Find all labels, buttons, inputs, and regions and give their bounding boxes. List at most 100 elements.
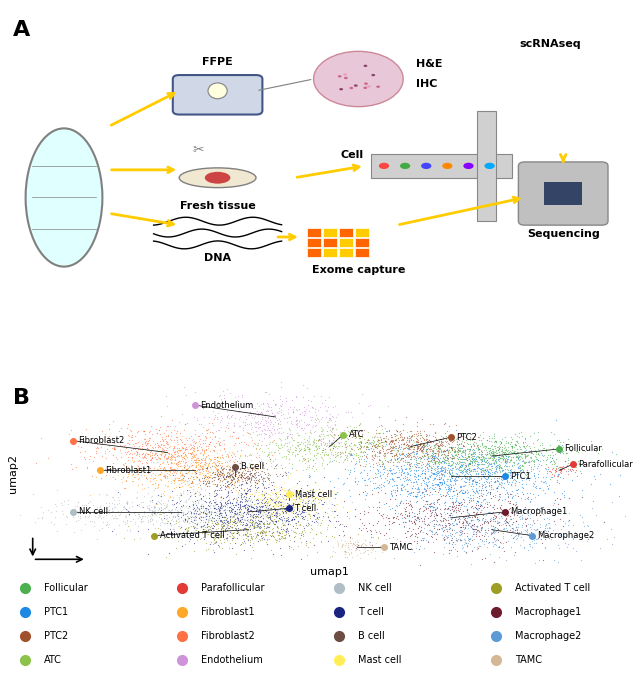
Point <box>323 434 333 445</box>
Point <box>188 434 198 445</box>
Point <box>356 447 366 458</box>
Point <box>467 449 477 460</box>
Point <box>266 418 276 429</box>
Point <box>518 464 529 475</box>
Point <box>432 453 442 464</box>
Point <box>139 434 149 445</box>
Bar <box>307 238 321 247</box>
Point <box>144 432 154 443</box>
Text: Macrophage2: Macrophage2 <box>538 531 595 540</box>
Point <box>173 473 183 484</box>
Point <box>409 449 419 460</box>
Point <box>485 450 495 461</box>
Point <box>328 428 339 439</box>
Point <box>257 531 268 542</box>
Point <box>232 497 243 508</box>
Point <box>164 441 174 452</box>
Point <box>147 455 157 466</box>
Point <box>192 413 202 424</box>
Point <box>236 502 246 513</box>
Point <box>421 520 431 531</box>
Point <box>512 436 522 447</box>
Point <box>367 541 377 552</box>
Point <box>202 511 212 522</box>
Point <box>333 447 343 458</box>
Point <box>169 475 179 486</box>
Point <box>181 464 191 475</box>
Point <box>156 523 166 534</box>
Point <box>421 445 431 456</box>
Point <box>295 444 305 455</box>
Point <box>490 522 500 533</box>
Point <box>434 518 444 529</box>
Point <box>233 513 243 524</box>
Point <box>230 513 240 524</box>
Point <box>220 523 230 534</box>
Point <box>499 522 509 533</box>
Point <box>510 478 520 489</box>
Point <box>451 492 461 503</box>
Point <box>378 428 388 439</box>
Ellipse shape <box>179 168 256 188</box>
Point <box>424 482 434 493</box>
Point <box>344 430 355 441</box>
Point <box>445 508 456 519</box>
Point <box>172 450 182 461</box>
Point <box>367 520 378 530</box>
Point <box>243 495 253 506</box>
Point <box>238 465 248 476</box>
Point <box>36 502 47 513</box>
Point <box>455 486 465 496</box>
Point <box>305 505 316 516</box>
Point <box>15 509 25 520</box>
Point <box>212 519 222 530</box>
Point <box>332 435 342 446</box>
Point <box>508 533 518 543</box>
Point <box>217 468 227 479</box>
Point <box>401 440 412 451</box>
Point <box>497 482 508 493</box>
Point <box>305 510 315 521</box>
Point <box>166 514 176 525</box>
Point <box>245 407 255 417</box>
Point <box>154 464 164 475</box>
Point <box>135 456 145 466</box>
Point <box>543 530 554 541</box>
Point <box>334 530 344 541</box>
Point <box>489 448 499 459</box>
Point <box>378 479 388 490</box>
Point <box>352 539 362 550</box>
Point <box>301 435 312 446</box>
Point <box>484 507 495 518</box>
Point <box>415 541 425 552</box>
Point <box>228 527 239 538</box>
Point <box>476 462 486 473</box>
Point <box>226 469 236 479</box>
Point <box>469 541 479 552</box>
Point <box>442 453 452 464</box>
Point <box>235 420 245 431</box>
Point <box>213 473 223 484</box>
Point <box>282 497 292 508</box>
Point <box>175 481 185 492</box>
Point <box>402 459 412 470</box>
Point <box>466 516 476 527</box>
Point <box>434 466 444 477</box>
Point <box>536 475 546 486</box>
Point <box>455 535 465 546</box>
Point <box>162 468 172 479</box>
Point <box>302 500 312 511</box>
Point <box>252 406 262 417</box>
Point <box>374 482 385 493</box>
Point <box>279 494 289 505</box>
Point <box>392 471 402 482</box>
Point <box>198 520 208 531</box>
Point <box>506 463 516 474</box>
Point <box>476 464 486 475</box>
Point <box>536 534 546 545</box>
Point <box>380 447 390 458</box>
Point <box>392 454 402 465</box>
Point <box>253 464 264 475</box>
Point <box>507 448 517 459</box>
Point <box>100 445 110 456</box>
